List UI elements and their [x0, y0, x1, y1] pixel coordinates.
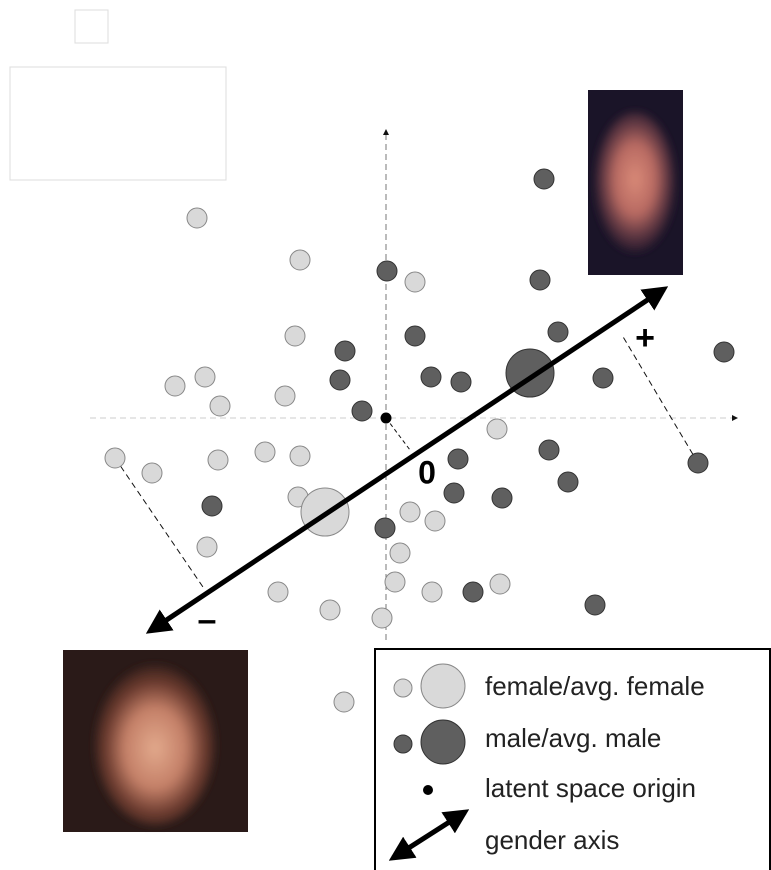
female-dot [372, 608, 392, 628]
projection [386, 418, 410, 450]
female-dot [208, 450, 228, 470]
male-dot [593, 368, 613, 388]
male-dot [444, 483, 464, 503]
male-dot [448, 449, 468, 469]
male-dot [405, 326, 425, 346]
male-dot [335, 341, 355, 361]
female-dot [385, 572, 405, 592]
legend-female: female/avg. female [485, 671, 705, 701]
male-dot [377, 261, 397, 281]
female-dot [195, 367, 215, 387]
female-dot [290, 446, 310, 466]
male-dot [375, 518, 395, 538]
legend-axis-text: gender axis [485, 825, 619, 855]
female-dot [290, 250, 310, 270]
male-dot [558, 472, 578, 492]
male-dot [463, 582, 483, 602]
zero-label: 0 [418, 454, 436, 490]
female-dot [268, 582, 288, 602]
female-dot [405, 272, 425, 292]
female-dot [400, 502, 420, 522]
female-dot [320, 600, 340, 620]
male-dot [330, 370, 350, 390]
female-dot [187, 208, 207, 228]
male-dot [585, 595, 605, 615]
male-dot [202, 496, 222, 516]
figure: + 0 – female/avg. female male/avg. male … [0, 0, 771, 870]
female-dot [255, 442, 275, 462]
female-dot [197, 537, 217, 557]
female-dot [165, 376, 185, 396]
male-dot [548, 322, 568, 342]
plus-label: + [635, 319, 655, 357]
male-dot [492, 488, 512, 508]
female-dot [210, 396, 230, 416]
male-dot [352, 401, 372, 421]
legend-origin-text: latent space origin [485, 773, 696, 803]
projection [622, 335, 698, 463]
male-dot [534, 169, 554, 189]
female-dot [334, 692, 354, 712]
male-dot [714, 342, 734, 362]
female-dot [425, 511, 445, 531]
ui-box [75, 10, 108, 43]
legend-male-avg [421, 720, 465, 764]
female-dot [105, 448, 125, 468]
female-dot [490, 574, 510, 594]
female-dot [142, 463, 162, 483]
male-face [588, 90, 683, 275]
origin [381, 413, 391, 423]
male-dot [530, 270, 550, 290]
male-dot [421, 367, 441, 387]
female-dot [422, 582, 442, 602]
legend-male: male/avg. male [485, 723, 661, 753]
male-dot [688, 453, 708, 473]
legend-male-dot [394, 735, 412, 753]
female-dot [390, 543, 410, 563]
male-dot [539, 440, 559, 460]
female-dot [275, 386, 295, 406]
female-face [63, 650, 248, 832]
legend-female-avg [421, 664, 465, 708]
legend-origin [423, 785, 433, 795]
minus-label: – [198, 601, 217, 639]
female-dot [487, 419, 507, 439]
legend: female/avg. female male/avg. male latent… [375, 649, 770, 870]
legend-female-dot [394, 679, 412, 697]
male-dot [451, 372, 471, 392]
female-dot [285, 326, 305, 346]
ui-panel [10, 67, 226, 180]
